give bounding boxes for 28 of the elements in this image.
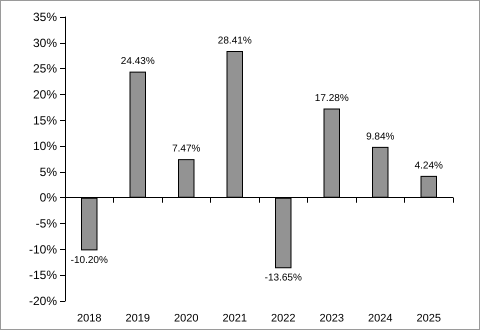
data-label: 7.47%: [172, 144, 201, 155]
x-tick-label: 2020: [174, 312, 198, 324]
data-label: 28.41%: [218, 36, 252, 47]
y-tick-label: -15%: [28, 268, 58, 282]
y-tick-label: 20%: [32, 87, 58, 102]
y-tick-label: 30%: [32, 36, 58, 50]
y-tick-label: -5%: [36, 216, 58, 231]
x-tick-label: 2023: [320, 312, 344, 324]
y-tick-label: 15%: [32, 113, 58, 128]
data-label: 17.28%: [314, 93, 349, 104]
y-tick-label: -10%: [28, 242, 58, 256]
data-label: -10.20%: [70, 254, 108, 266]
x-tick-label: 2025: [416, 312, 441, 324]
x-tick-label: 2022: [271, 312, 296, 324]
data-label: -13.65%: [264, 272, 302, 284]
y-tick-label: 10%: [32, 139, 58, 154]
x-tick-label: 2024: [368, 312, 392, 324]
y-tick-label: -20%: [28, 294, 58, 308]
data-label: 9.84%: [366, 131, 395, 142]
x-tick-label: 2018: [77, 312, 102, 324]
y-tick-label: 35%: [32, 10, 58, 24]
y-tick-label: 0%: [40, 190, 58, 205]
x-tick-label: 2021: [222, 312, 247, 324]
data-label: 4.24%: [414, 160, 444, 172]
data-label: 24.43%: [120, 56, 155, 68]
x-tick-label: 2019: [126, 312, 150, 324]
y-tick-label: 25%: [32, 62, 58, 76]
y-tick-label: 5%: [40, 164, 58, 179]
